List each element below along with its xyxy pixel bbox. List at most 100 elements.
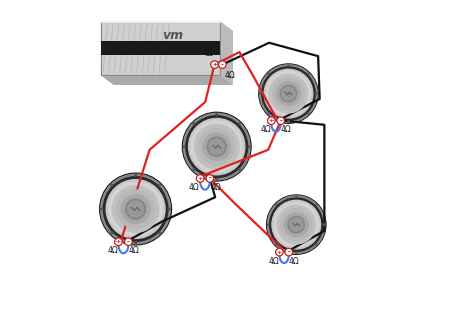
Circle shape <box>248 146 250 148</box>
Circle shape <box>198 176 202 181</box>
Circle shape <box>207 137 226 156</box>
Circle shape <box>272 200 320 249</box>
Text: -: - <box>287 249 290 255</box>
Circle shape <box>135 174 137 176</box>
Text: -: - <box>209 175 211 182</box>
Polygon shape <box>101 75 232 84</box>
Circle shape <box>206 175 214 182</box>
Circle shape <box>208 176 212 181</box>
Circle shape <box>125 238 132 246</box>
Text: +: + <box>269 118 274 123</box>
Circle shape <box>216 114 218 115</box>
Circle shape <box>267 195 326 254</box>
Circle shape <box>193 168 195 170</box>
Circle shape <box>270 198 323 251</box>
Circle shape <box>267 196 325 253</box>
Text: 4Ω: 4Ω <box>225 71 236 80</box>
FancyBboxPatch shape <box>101 22 220 75</box>
Circle shape <box>284 213 308 236</box>
Circle shape <box>277 82 301 105</box>
Circle shape <box>269 118 274 123</box>
Circle shape <box>262 67 315 120</box>
Circle shape <box>276 248 283 256</box>
Circle shape <box>106 180 165 238</box>
Text: 4Ω: 4Ω <box>210 183 221 192</box>
Circle shape <box>158 184 160 186</box>
Circle shape <box>316 93 317 94</box>
Circle shape <box>269 74 308 113</box>
Circle shape <box>268 73 270 75</box>
Circle shape <box>101 174 171 244</box>
Circle shape <box>158 232 160 234</box>
Circle shape <box>323 224 325 225</box>
Circle shape <box>277 205 316 244</box>
Circle shape <box>111 184 113 186</box>
Circle shape <box>128 201 144 217</box>
Text: 4Ω: 4Ω <box>268 257 279 266</box>
Circle shape <box>239 123 240 125</box>
Circle shape <box>168 208 170 210</box>
Circle shape <box>315 204 317 206</box>
Circle shape <box>277 117 284 124</box>
Text: -: - <box>279 118 282 124</box>
Circle shape <box>280 85 297 102</box>
Circle shape <box>288 65 289 66</box>
Circle shape <box>282 87 295 100</box>
Circle shape <box>220 62 225 67</box>
Circle shape <box>103 177 168 241</box>
Circle shape <box>194 124 239 169</box>
Circle shape <box>259 64 318 123</box>
Circle shape <box>264 69 313 118</box>
Circle shape <box>308 73 309 75</box>
Circle shape <box>196 175 204 182</box>
Circle shape <box>199 129 235 165</box>
FancyBboxPatch shape <box>101 41 220 55</box>
Circle shape <box>286 250 291 255</box>
Text: vm: vm <box>163 29 183 41</box>
Polygon shape <box>220 22 232 84</box>
Text: -: - <box>221 61 224 68</box>
Circle shape <box>186 116 247 178</box>
Text: 4Ω: 4Ω <box>108 246 118 256</box>
Text: 4Ω: 4Ω <box>128 246 139 256</box>
Circle shape <box>277 250 282 255</box>
Circle shape <box>288 216 305 233</box>
Circle shape <box>191 121 243 172</box>
Circle shape <box>100 173 172 245</box>
Circle shape <box>268 224 269 225</box>
Text: +: + <box>116 239 121 244</box>
Text: +: + <box>212 62 217 67</box>
Circle shape <box>126 199 146 219</box>
Circle shape <box>296 196 297 197</box>
Circle shape <box>296 252 297 253</box>
Circle shape <box>115 238 122 246</box>
Circle shape <box>212 62 217 67</box>
Text: 4Ω: 4Ω <box>202 49 213 58</box>
Text: +: + <box>198 176 203 181</box>
Circle shape <box>112 186 159 232</box>
Circle shape <box>126 239 131 244</box>
Circle shape <box>315 244 317 245</box>
Circle shape <box>116 239 121 244</box>
Circle shape <box>268 113 270 114</box>
Circle shape <box>276 244 277 245</box>
Circle shape <box>278 118 283 123</box>
Circle shape <box>260 65 317 122</box>
Circle shape <box>117 190 155 228</box>
Circle shape <box>268 117 275 124</box>
Circle shape <box>239 168 240 170</box>
Circle shape <box>209 139 224 154</box>
Circle shape <box>183 146 185 148</box>
Circle shape <box>111 232 113 234</box>
Circle shape <box>101 208 103 210</box>
Circle shape <box>211 61 219 68</box>
Circle shape <box>290 218 303 231</box>
Circle shape <box>308 113 309 114</box>
Polygon shape <box>101 22 220 75</box>
Circle shape <box>266 71 311 116</box>
Circle shape <box>193 123 195 125</box>
Circle shape <box>216 178 218 180</box>
Circle shape <box>276 204 277 206</box>
Circle shape <box>219 61 226 68</box>
Circle shape <box>189 119 245 175</box>
